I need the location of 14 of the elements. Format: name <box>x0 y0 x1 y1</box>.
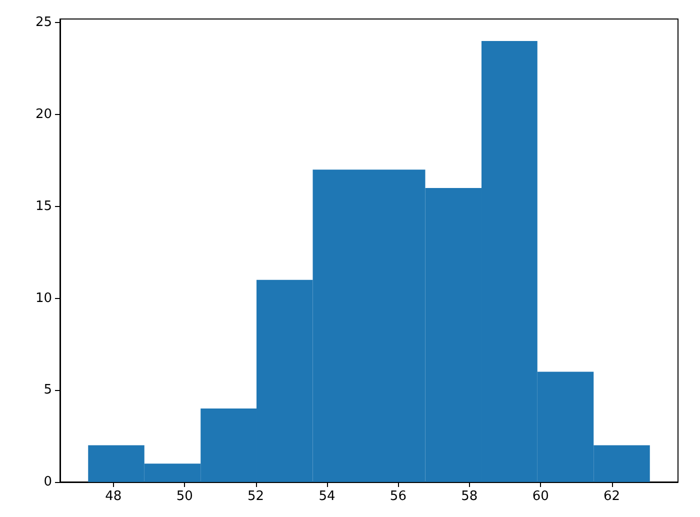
x-tick-label: 56 <box>390 489 406 504</box>
y-tick-label: 25 <box>35 15 52 30</box>
y-tick-label: 10 <box>35 290 52 306</box>
x-tick-label: 48 <box>105 489 122 504</box>
x-tick-label: 58 <box>461 489 478 504</box>
x-tick-label: 50 <box>176 489 193 504</box>
x-tick-label: 54 <box>318 489 336 504</box>
x-tick-label: 60 <box>532 489 549 504</box>
y-tick-label: 0 <box>44 474 52 490</box>
y-tick-label: 15 <box>35 198 52 214</box>
x-tick-label: 52 <box>248 489 264 504</box>
y-tick-label: 20 <box>35 107 52 122</box>
y-tick-label: 5 <box>44 382 52 398</box>
x-tick-label: 62 <box>604 489 620 504</box>
